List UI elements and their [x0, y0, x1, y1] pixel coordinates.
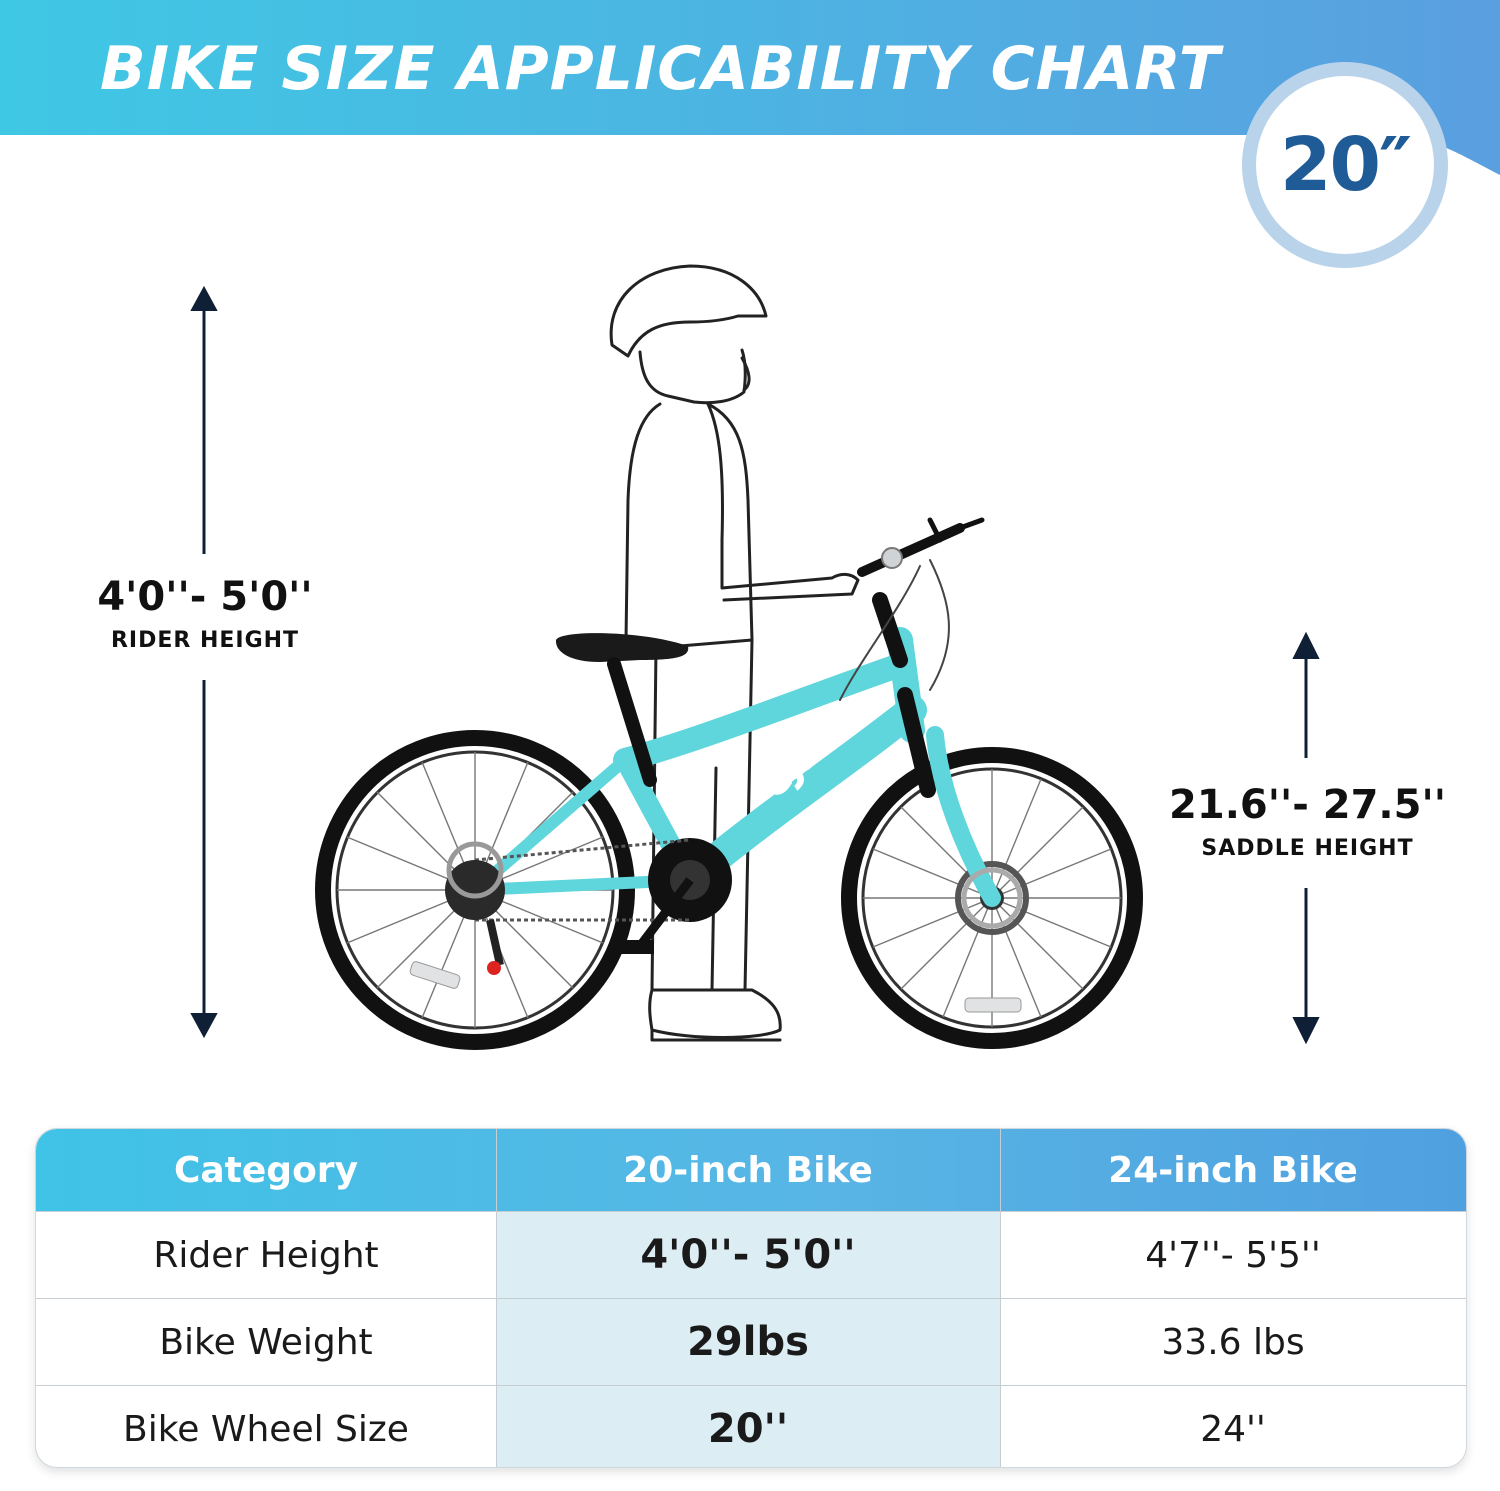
table-cell: Bike Wheel Size: [123, 1408, 409, 1450]
rear-disc-brake: [446, 841, 504, 899]
table-cell: 4'7''- 5'5'': [1145, 1234, 1321, 1276]
banner-background: [0, 0, 1500, 175]
bike-rider-illustration: CJIER: [315, 264, 1143, 1050]
rider-height-label: RIDER HEIGHT: [110, 628, 300, 653]
table-cell: Rider Height: [153, 1234, 379, 1276]
size-badge-inner: 20″: [1256, 76, 1434, 254]
table-header-category: Category: [173, 1149, 359, 1191]
size-table: Category 20-inch Bike 24-inch Bike Rider…: [35, 1128, 1467, 1468]
table-column-divider: [496, 1129, 497, 1467]
bike-drivetrain: [445, 838, 732, 975]
table-cell: 33.6 lbs: [1161, 1321, 1305, 1363]
size-badge: 20″: [1242, 62, 1448, 268]
table-row: Rider Height 4'0''- 5'0'' 4'7''- 5'5'': [36, 1211, 1466, 1298]
table-header-20-inch: 20-inch Bike: [623, 1149, 873, 1191]
page-title: BIKE SIZE APPLICABILITY CHART: [100, 34, 1221, 104]
rider-height-value: 4'0''- 5'0'': [97, 574, 313, 620]
front-disc-brake: [961, 867, 1023, 929]
bell-icon: [881, 547, 903, 569]
header-banner: BIKE SIZE APPLICABILITY CHART: [0, 0, 1500, 240]
front-wheel: [841, 747, 1143, 1049]
table-cell: Bike Weight: [159, 1321, 373, 1363]
table-cell: 24'': [1200, 1408, 1266, 1450]
bike-fork-and-handlebar: [839, 517, 985, 798]
rider-height-arrow: [190, 285, 218, 1039]
table-column-divider: [1000, 1129, 1001, 1467]
saddle-height-label: SADDLE HEIGHT: [1201, 836, 1414, 861]
size-badge-text: 20″: [1279, 122, 1412, 208]
table-cell: 4'0''- 5'0'': [640, 1232, 856, 1278]
bike-saddle: [555, 633, 689, 787]
rear-reflector: [409, 961, 461, 989]
table-cell: 29lbs: [687, 1319, 809, 1365]
table-highlight-column: [496, 1211, 1000, 1467]
table-row: Bike Wheel Size 20'' 24'': [36, 1385, 1466, 1467]
saddle-height-arrow: [1292, 631, 1320, 1045]
table-header: Category 20-inch Bike 24-inch Bike: [36, 1129, 1466, 1211]
table-row: Bike Weight 29lbs 33.6 lbs: [36, 1298, 1466, 1385]
front-reflector: [964, 997, 1022, 1013]
table-header-24-inch: 24-inch Bike: [1108, 1149, 1358, 1191]
saddle-height-value: 21.6''- 27.5'': [1169, 782, 1446, 828]
table-cell: 20'': [707, 1406, 789, 1452]
